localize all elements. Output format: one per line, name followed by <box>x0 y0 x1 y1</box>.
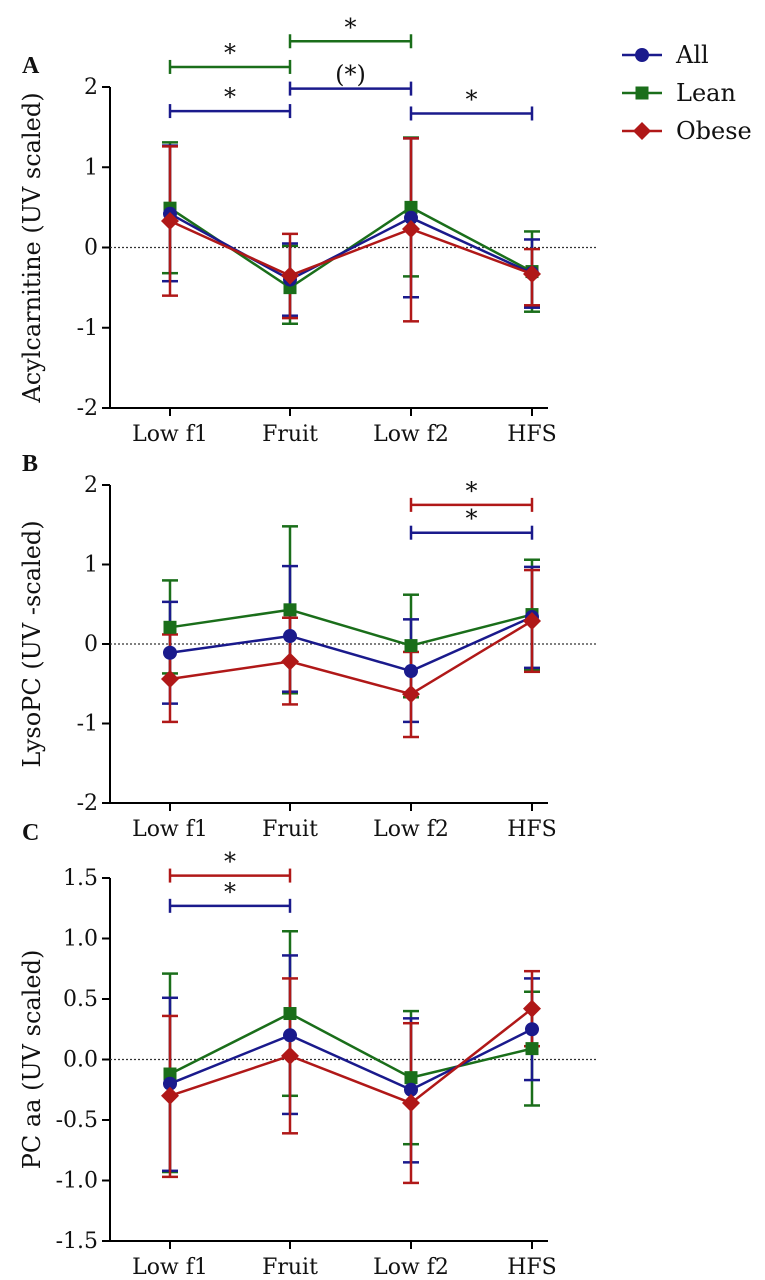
y-tick-label: 1.5 <box>63 866 98 891</box>
legend-label: All <box>675 41 709 69</box>
data-point-all <box>163 645 177 660</box>
significance-label: * <box>345 13 357 41</box>
data-point-obese <box>402 685 420 704</box>
x-tick-label: Fruit <box>262 422 318 447</box>
data-point-obese <box>161 212 179 231</box>
data-point-all <box>283 629 297 644</box>
data-point-all <box>283 1028 297 1043</box>
y-tick-label: 1.0 <box>63 927 98 952</box>
data-point-obese <box>281 652 299 671</box>
significance-label: * <box>466 85 478 113</box>
significance-label: * <box>224 83 236 111</box>
panel-letter: B <box>22 451 38 477</box>
y-tick-label: -1.5 <box>56 1229 98 1254</box>
series-line-all <box>169 615 533 673</box>
x-tick-label: Low f1 <box>132 817 208 842</box>
chart-panel-a: A Acylcarnitine (UV scaled) -2 -1 0 1 2 Low f1 F… <box>18 13 598 447</box>
series-line-lean <box>169 1012 533 1079</box>
series-line-obese <box>169 219 533 277</box>
legend-marker-obese <box>633 122 651 140</box>
significance-label: * <box>466 505 478 533</box>
data-point-lean <box>525 1042 539 1056</box>
y-tick-label: 1 <box>84 155 98 180</box>
series-line-all <box>169 212 533 282</box>
chart-panel-b: B LysoPC (UV -scaled) -2 -1 0 1 2 Low f1 Fruit Lo… <box>18 451 598 842</box>
panel-letter: A <box>22 53 40 79</box>
data-point-lean <box>283 603 297 617</box>
y-tick-label: 0.5 <box>63 987 98 1012</box>
series-line-lean <box>169 608 533 647</box>
data-point-lean <box>283 1007 297 1021</box>
y-tick-label: -1.0 <box>56 1169 98 1194</box>
series-line-obese <box>169 1007 533 1105</box>
data-point-obese <box>402 220 420 239</box>
data-point-lean <box>404 639 418 653</box>
y-axis-label: PC aa (UV scaled) <box>18 950 46 1170</box>
y-tick-label: -2 <box>77 396 98 421</box>
data-point-obese <box>161 1086 179 1105</box>
y-tick-label: -1 <box>77 316 98 341</box>
significance-label: * <box>224 848 236 876</box>
data-point-lean <box>404 200 418 214</box>
data-point-obese <box>523 999 541 1018</box>
significance-label: * <box>224 878 236 906</box>
legend-marker-all <box>635 48 649 62</box>
data-point-obese <box>281 1046 299 1065</box>
x-tick-label: Fruit <box>262 1255 318 1280</box>
y-tick-label: 1 <box>84 553 98 578</box>
data-point-all <box>163 1076 177 1091</box>
x-tick-label: Low f2 <box>373 422 449 447</box>
data-point-all <box>404 1082 418 1097</box>
data-point-obese <box>402 1094 420 1113</box>
significance-label: * <box>466 477 478 505</box>
legend: All Lean Obese <box>622 41 752 145</box>
data-point-all <box>525 1022 539 1037</box>
x-tick-label: HFS <box>507 817 557 842</box>
x-tick-label: Low f1 <box>132 1255 208 1280</box>
x-tick-label: Low f2 <box>373 1255 449 1280</box>
data-point-obese <box>161 669 179 688</box>
data-point-obese <box>281 266 299 285</box>
x-tick-label: Low f2 <box>373 817 449 842</box>
data-point-obese <box>523 264 541 283</box>
x-tick-label: HFS <box>507 1255 557 1280</box>
y-axis-label: LysoPC (UV -scaled) <box>18 520 46 767</box>
y-tick-label: -2 <box>77 791 98 816</box>
legend-label: Lean <box>676 79 736 107</box>
y-tick-label: 0 <box>84 236 98 261</box>
y-tick-label: -1 <box>77 712 98 737</box>
significance-label: (*) <box>335 61 366 89</box>
x-tick-label: Low f1 <box>132 422 208 447</box>
legend-marker-lean <box>635 86 649 100</box>
x-tick-label: HFS <box>507 422 557 447</box>
y-tick-label: 2 <box>84 473 98 498</box>
y-tick-label: 0 <box>84 632 98 657</box>
y-tick-label: -0.5 <box>56 1108 98 1133</box>
y-axis-label: Acylcarnitine (UV scaled) <box>18 92 46 403</box>
significance-label: * <box>224 39 236 67</box>
series-line-all <box>169 1028 533 1092</box>
data-point-lean <box>163 1067 177 1081</box>
data-point-obese <box>523 611 541 630</box>
panel-letter: C <box>22 820 39 846</box>
legend-label: Obese <box>676 117 752 145</box>
y-tick-label: 2 <box>84 75 98 100</box>
chart-panel-c: C PC aa (UV scaled) -1.5 -1.0 -0.5 0.0 0.5 1.0 1… <box>18 820 598 1280</box>
x-tick-label: Fruit <box>262 817 318 842</box>
series-line-obese <box>169 619 533 696</box>
data-point-all <box>404 664 418 679</box>
data-point-all <box>404 210 418 225</box>
data-point-lean <box>404 1071 418 1085</box>
data-point-lean <box>163 620 177 634</box>
y-tick-label: 0.0 <box>63 1048 98 1073</box>
